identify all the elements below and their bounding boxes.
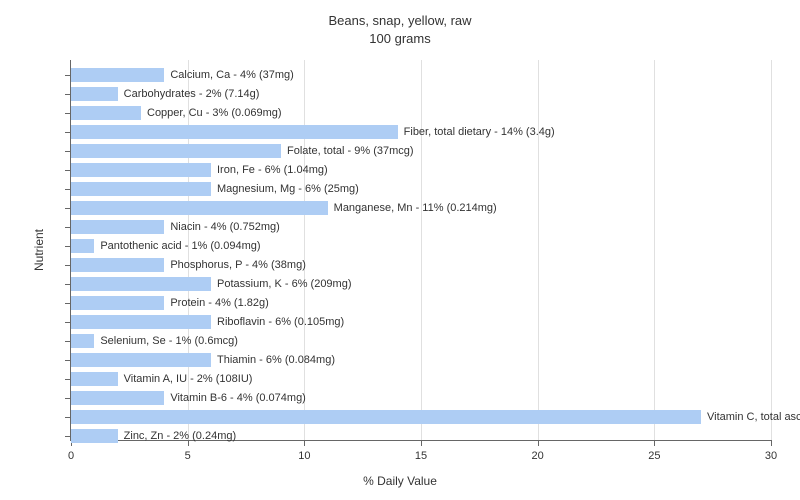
bar — [71, 163, 211, 177]
bar — [71, 220, 164, 234]
bar-row: Carbohydrates - 2% (7.14g) — [71, 87, 259, 101]
bar — [71, 277, 211, 291]
bar-row: Magnesium, Mg - 6% (25mg) — [71, 182, 359, 196]
bar-row: Selenium, Se - 1% (0.6mcg) — [71, 334, 238, 348]
bar — [71, 144, 281, 158]
bar-row: Potassium, K - 6% (209mg) — [71, 277, 352, 291]
bar-label: Vitamin B-6 - 4% (0.074mg) — [170, 392, 306, 404]
x-tick — [654, 440, 655, 446]
bar-label: Carbohydrates - 2% (7.14g) — [124, 88, 260, 100]
bar-row: Riboflavin - 6% (0.105mg) — [71, 315, 344, 329]
title-line-1: Beans, snap, yellow, raw — [328, 13, 471, 28]
gridline — [771, 60, 772, 440]
bar-row: Folate, total - 9% (37mcg) — [71, 144, 414, 158]
bar-label: Riboflavin - 6% (0.105mg) — [217, 316, 344, 328]
bar — [71, 391, 164, 405]
x-tick-label: 25 — [648, 450, 660, 462]
x-tick-label: 0 — [68, 450, 74, 462]
bar-row: Zinc, Zn - 2% (0.24mg) — [71, 429, 236, 443]
x-tick — [304, 440, 305, 446]
bar-row: Protein - 4% (1.82g) — [71, 296, 269, 310]
bar-label: Protein - 4% (1.82g) — [170, 297, 268, 309]
bar-label: Vitamin C, total ascorbic acid - 27% (16… — [707, 411, 800, 423]
bar — [71, 125, 398, 139]
bar-row: Copper, Cu - 3% (0.069mg) — [71, 106, 282, 120]
bar-label: Folate, total - 9% (37mcg) — [287, 145, 414, 157]
x-axis-label: % Daily Value — [363, 474, 437, 488]
bar-label: Fiber, total dietary - 14% (3.4g) — [404, 126, 555, 138]
bar-label: Calcium, Ca - 4% (37mg) — [170, 69, 293, 81]
bar — [71, 372, 118, 386]
y-axis-label: Nutrient — [32, 229, 46, 271]
bar-label: Potassium, K - 6% (209mg) — [217, 278, 352, 290]
bar — [71, 334, 94, 348]
bar-row: Iron, Fe - 6% (1.04mg) — [71, 163, 328, 177]
bar-row: Fiber, total dietary - 14% (3.4g) — [71, 125, 555, 139]
title-line-2: 100 grams — [369, 31, 430, 46]
bar — [71, 315, 211, 329]
bar-label: Copper, Cu - 3% (0.069mg) — [147, 107, 282, 119]
nutrition-chart: Beans, snap, yellow, raw 100 grams Nutri… — [0, 0, 800, 500]
bar-row: Vitamin A, IU - 2% (108IU) — [71, 372, 252, 386]
bar — [71, 410, 701, 424]
bar-label: Vitamin A, IU - 2% (108IU) — [124, 373, 253, 385]
bar-row: Phosphorus, P - 4% (38mg) — [71, 258, 306, 272]
bar-row: Niacin - 4% (0.752mg) — [71, 220, 280, 234]
gridline — [654, 60, 655, 440]
bar-row: Vitamin B-6 - 4% (0.074mg) — [71, 391, 306, 405]
bar — [71, 201, 328, 215]
bar-label: Selenium, Se - 1% (0.6mcg) — [100, 335, 238, 347]
bar — [71, 239, 94, 253]
bar-label: Zinc, Zn - 2% (0.24mg) — [124, 430, 236, 442]
bar — [71, 106, 141, 120]
bar-label: Iron, Fe - 6% (1.04mg) — [217, 164, 328, 176]
bar-label: Niacin - 4% (0.752mg) — [170, 221, 279, 233]
x-tick-label: 15 — [415, 450, 427, 462]
x-tick-label: 10 — [298, 450, 310, 462]
gridline — [538, 60, 539, 440]
bar-label: Phosphorus, P - 4% (38mg) — [170, 259, 306, 271]
plot-area: 051015202530Calcium, Ca - 4% (37mg)Carbo… — [70, 60, 771, 441]
bar — [71, 182, 211, 196]
x-tick — [421, 440, 422, 446]
chart-title: Beans, snap, yellow, raw 100 grams — [0, 0, 800, 48]
bar-label: Pantothenic acid - 1% (0.094mg) — [100, 240, 260, 252]
bar-label: Thiamin - 6% (0.084mg) — [217, 354, 335, 366]
bar-label: Magnesium, Mg - 6% (25mg) — [217, 183, 359, 195]
bar-row: Pantothenic acid - 1% (0.094mg) — [71, 239, 261, 253]
x-tick-label: 5 — [185, 450, 191, 462]
bar-row: Thiamin - 6% (0.084mg) — [71, 353, 335, 367]
x-tick-label: 20 — [532, 450, 544, 462]
bar — [71, 353, 211, 367]
gridline — [421, 60, 422, 440]
bar-row: Calcium, Ca - 4% (37mg) — [71, 68, 294, 82]
bar — [71, 258, 164, 272]
bar — [71, 68, 164, 82]
bar-row: Manganese, Mn - 11% (0.214mg) — [71, 201, 497, 215]
x-tick — [771, 440, 772, 446]
gridline — [304, 60, 305, 440]
bar-row: Vitamin C, total ascorbic acid - 27% (16… — [71, 410, 800, 424]
x-tick — [538, 440, 539, 446]
x-tick-label: 30 — [765, 450, 777, 462]
bar-label: Manganese, Mn - 11% (0.214mg) — [334, 202, 497, 214]
bar — [71, 296, 164, 310]
bar — [71, 429, 118, 443]
bar — [71, 87, 118, 101]
